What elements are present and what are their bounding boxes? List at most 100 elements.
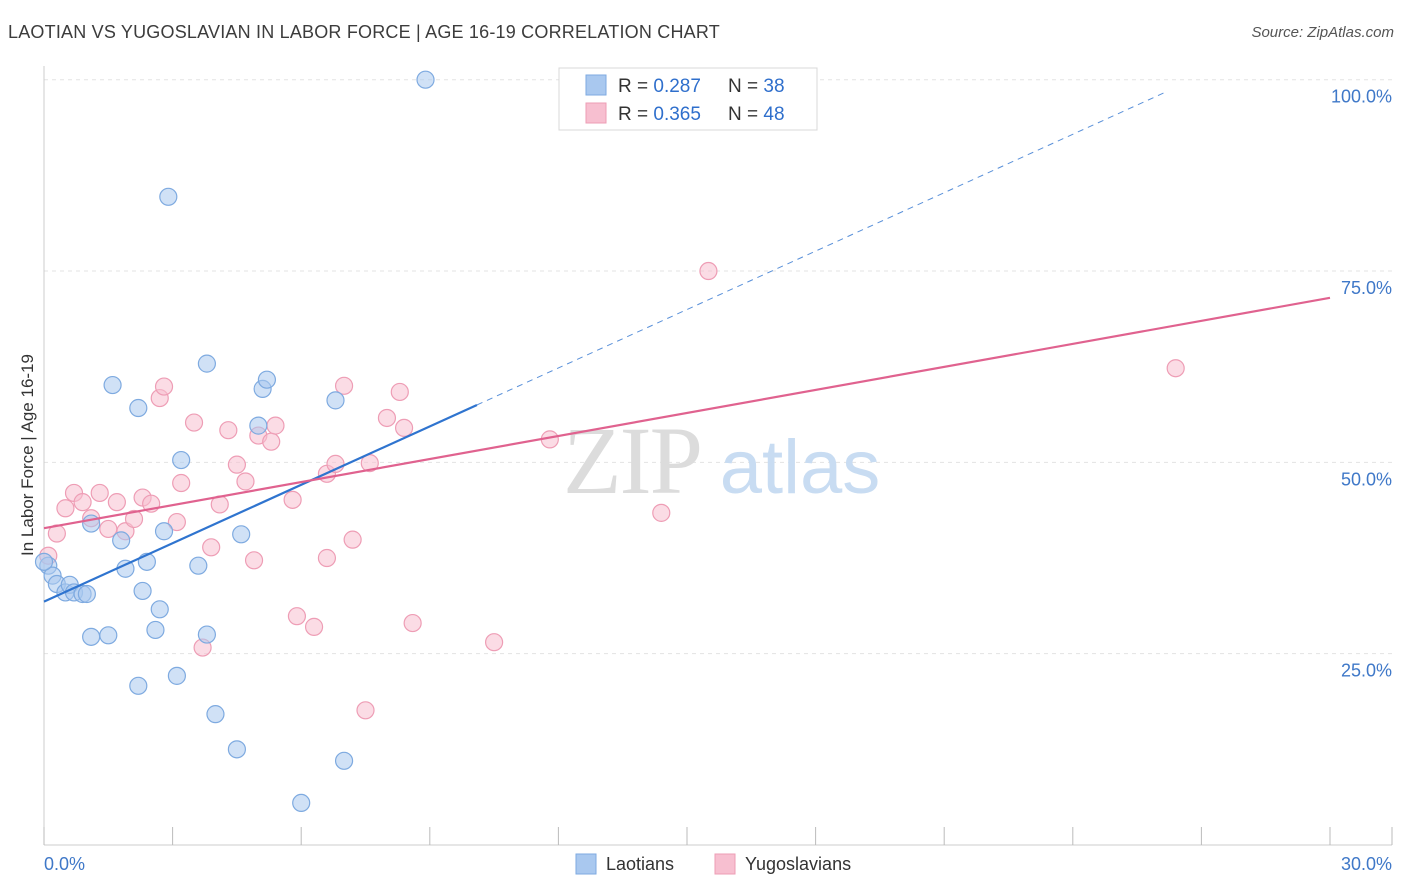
- legend-row-yugoslavians: R = 0.365: [618, 104, 701, 125]
- laotian-point: [103, 375, 122, 395]
- laotian-point: [206, 705, 225, 724]
- yugoslavian-point: [202, 538, 221, 557]
- legend-r-value-laotians: 0.287: [653, 76, 701, 97]
- gridlines: [44, 79, 1392, 655]
- yugoslavian-trend-line: [43, 296, 1331, 530]
- yugoslavian-point: [287, 607, 307, 626]
- legend-r-label-laotians: R =: [618, 76, 653, 97]
- laotian-point: [334, 751, 354, 770]
- source-note: Source: ZipAtlas.com: [1251, 24, 1394, 41]
- legend-n-value-laotians: 38: [763, 76, 784, 97]
- yugoslavian-point: [334, 376, 354, 395]
- laotian-point: [129, 398, 148, 418]
- laotian-point: [82, 627, 101, 646]
- yugoslavian-point: [652, 503, 671, 522]
- x-tick-label-min: 0.0%: [44, 854, 85, 874]
- legend-bottom-swatch-laotians: [575, 853, 597, 875]
- yugoslavian-point: [154, 377, 174, 396]
- y-axis-title: In Labor Force | Age 16-19: [18, 354, 37, 556]
- laotian-point: [150, 600, 169, 619]
- laotian-trend-extension: [476, 90, 1168, 406]
- legend-top: R = 0.287 N = 38 R = 0.365 N = 48: [558, 67, 818, 131]
- legend-r-value-yugoslavians: 0.365: [653, 104, 701, 125]
- legend-bottom-label-laotians: Laotians: [606, 854, 674, 874]
- legend-row-laotians: R = 0.287: [618, 76, 701, 97]
- yugoslavian-point: [343, 530, 362, 549]
- laotian-point: [197, 354, 216, 373]
- x-axis-ticks: [43, 827, 1393, 845]
- yugoslavian-point: [107, 493, 126, 512]
- legend-n-label-laotians: N =: [728, 76, 763, 97]
- x-tick-label-max: 30.0%: [1341, 854, 1392, 874]
- legend-n-laotians: N = 38: [728, 76, 785, 97]
- yugoslavian-point: [403, 613, 422, 633]
- legend-n-label-yugoslavians: N =: [728, 104, 763, 125]
- yugoslavian-point: [390, 382, 409, 402]
- laotian-points: [34, 70, 435, 813]
- y-tick-label: 50.0%: [1341, 469, 1392, 489]
- laotian-point: [172, 450, 191, 470]
- yugoslavian-point: [485, 633, 504, 652]
- laotian-point: [292, 793, 311, 813]
- laotian-trend-line: [43, 403, 478, 603]
- y-tick-labels: 25.0% 50.0% 75.0% 100.0%: [1331, 87, 1392, 681]
- laotian-point: [112, 531, 131, 550]
- yugoslavian-point: [377, 408, 397, 428]
- laotian-point: [34, 552, 54, 571]
- laotian-point: [99, 626, 118, 645]
- legend-swatch-yugoslavians: [585, 102, 607, 124]
- yugoslavian-point: [356, 701, 375, 720]
- laotian-point: [133, 581, 152, 601]
- yugoslavian-point: [73, 493, 92, 512]
- laotian-point: [77, 584, 96, 604]
- legend-r-label-yugoslavians: R =: [618, 104, 653, 125]
- watermark: ZIP atlas: [563, 407, 880, 514]
- yugoslavian-point: [394, 418, 414, 438]
- legend-bottom-swatch-yugoslavians: [714, 853, 736, 875]
- yugoslavian-point: [244, 551, 264, 570]
- chart-title: LAOTIAN VS YUGOSLAVIAN IN LABOR FORCE | …: [8, 22, 720, 42]
- legend-bottom-label-yugoslavians: Yugoslavians: [745, 854, 851, 874]
- legend-swatch-laotians: [585, 74, 607, 96]
- y-tick-label: 100.0%: [1331, 87, 1392, 107]
- laotian-point: [154, 522, 174, 541]
- yugoslavian-point: [283, 490, 302, 509]
- laotian-point: [146, 620, 165, 640]
- yugoslavian-point: [219, 421, 238, 440]
- yugoslavian-point: [236, 472, 255, 491]
- yugoslavian-point: [56, 499, 75, 518]
- yugoslavian-point: [90, 483, 109, 503]
- yugoslavian-point: [1166, 359, 1185, 378]
- laotian-point: [129, 676, 148, 695]
- laotian-point: [249, 416, 268, 435]
- yugoslavian-point: [184, 413, 204, 432]
- laotian-point: [257, 370, 277, 389]
- laotian-point: [167, 666, 186, 685]
- legend-n-yugoslavians: N = 48: [728, 104, 785, 125]
- legend-bottom: Laotians Yugoslavians: [575, 853, 851, 875]
- yugoslavian-point: [167, 512, 186, 532]
- watermark-zip: ZIP: [563, 407, 701, 514]
- laotian-point: [232, 525, 251, 544]
- laotian-point: [326, 391, 345, 410]
- axes: [43, 66, 1392, 846]
- y-tick-label: 75.0%: [1341, 278, 1392, 298]
- yugoslavian-point: [262, 432, 281, 451]
- yugoslavian-point: [172, 473, 191, 493]
- yugoslavian-points: [39, 70, 1185, 720]
- yugoslavian-point: [266, 416, 285, 435]
- yugoslavian-point: [699, 261, 718, 281]
- laotian-point: [227, 740, 246, 759]
- yugoslavian-point: [304, 617, 324, 636]
- laotian-point: [159, 187, 178, 206]
- y-tick-label: 25.0%: [1341, 661, 1392, 681]
- watermark-atlas: atlas: [720, 425, 881, 510]
- legend-n-value-yugoslavians: 48: [763, 104, 784, 125]
- trend-lines: [43, 90, 1331, 603]
- yugoslavian-point: [317, 548, 337, 568]
- laotian-point: [189, 556, 208, 575]
- yugoslavian-point: [124, 509, 144, 529]
- yugoslavian-point: [227, 455, 246, 474]
- laotian-point: [416, 70, 435, 89]
